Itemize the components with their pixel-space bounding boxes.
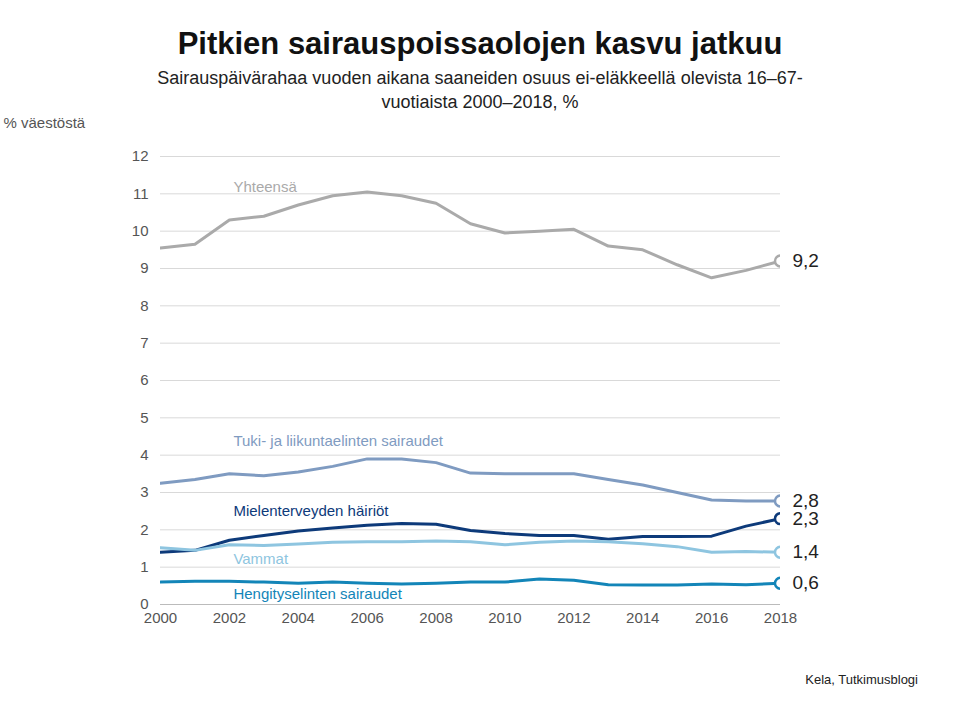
svg-text:Vammat: Vammat: [233, 550, 289, 567]
svg-text:Tuki- ja liikuntaelinten saira: Tuki- ja liikuntaelinten sairaudet: [233, 432, 443, 449]
svg-text:0,6: 0,6: [793, 572, 819, 593]
html-text:Sairauspäivärahaa vuoden aikan: Sairauspäivärahaa vuoden aikana saaneide…: [157, 68, 803, 112]
svg-text:Hengityselinten sairaudet: Hengityselinten sairaudet: [233, 585, 402, 602]
svg-text:2,3: 2,3: [793, 508, 819, 529]
svg-text:2002: 2002: [213, 609, 246, 626]
svg-text:1,4: 1,4: [793, 541, 820, 562]
svg-text:9,2: 9,2: [793, 250, 819, 271]
svg-text:Yhteensä: Yhteensä: [233, 178, 297, 195]
svg-text:6: 6: [140, 371, 148, 388]
html-text:Pitkien sairauspoissaolojen ka: Pitkien sairauspoissaolojen kasvu jatkuu: [177, 26, 783, 61]
svg-text:2004: 2004: [282, 609, 315, 626]
svg-text:0: 0: [140, 595, 149, 613]
svg-text:1: 1: [140, 558, 148, 575]
svg-text:12: 12: [132, 147, 149, 164]
html-text:Kela, Tutkimusblogi: Kela, Tutkimusblogi: [805, 672, 918, 687]
svg-text:2,8: 2,8: [792, 490, 819, 512]
svg-text:Mielenterveyden häiriöt: Mielenterveyden häiriöt: [233, 502, 389, 519]
svg-text:2012: 2012: [557, 609, 590, 626]
svg-text:7: 7: [140, 334, 148, 351]
svg-text:5: 5: [140, 409, 148, 426]
svg-text:2006: 2006: [350, 609, 383, 626]
svg-text:4: 4: [140, 446, 148, 463]
svg-text:2016: 2016: [695, 609, 728, 626]
svg-text:2: 2: [140, 521, 148, 538]
svg-text:2008: 2008: [419, 609, 452, 626]
svg-text:2000: 2000: [144, 609, 177, 626]
svg-text:9: 9: [140, 259, 148, 276]
svg-text:11: 11: [133, 185, 149, 202]
svg-text:3: 3: [140, 483, 148, 500]
svg-text:2014: 2014: [626, 609, 659, 626]
svg-text:8: 8: [140, 297, 148, 314]
svg-text:10: 10: [132, 222, 149, 239]
svg-text:2018: 2018: [764, 609, 797, 626]
svg-text:2010: 2010: [488, 609, 521, 626]
svg-text:% väestöstä: % väestöstä: [4, 114, 86, 131]
